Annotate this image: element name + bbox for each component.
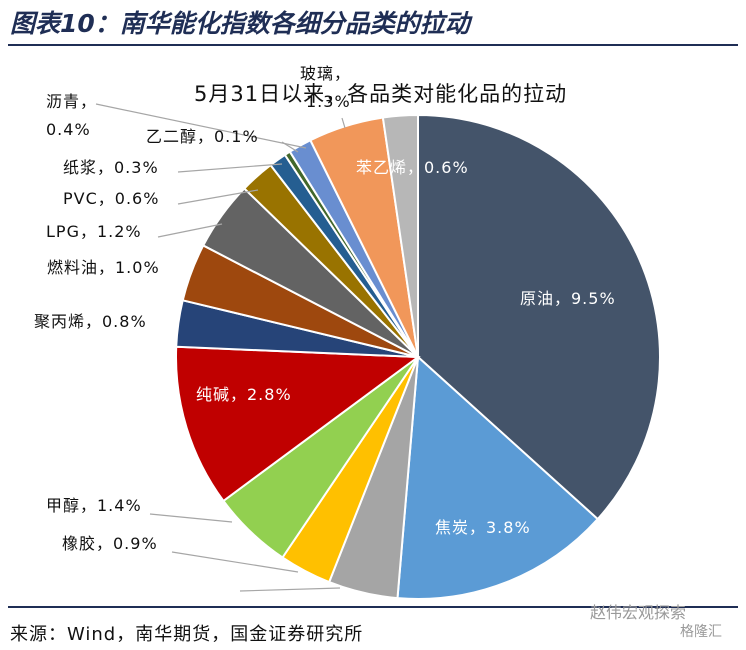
label-0: 原油，9.5% <box>520 289 616 308</box>
watermark: 赵伟宏观探索 格隆汇 <box>590 603 742 641</box>
leader-line-2 <box>239 587 341 592</box>
outside-label-10-0: 玻璃， <box>300 64 351 83</box>
leader-line-10 <box>341 117 346 129</box>
outside-label-0-0: 甲醇，1.4% <box>46 496 142 515</box>
outside-label-9-0: 沥青， <box>46 92 97 111</box>
watermark-brand: 赵伟宏观探索 <box>590 603 687 622</box>
outside-label-7-0: 纸浆，0.3% <box>63 158 159 177</box>
leader-line-5 <box>157 223 223 238</box>
outside-label-1-0: 橡胶，0.9% <box>62 534 158 553</box>
outside-label-3-0: 聚丙烯，0.8% <box>34 312 147 331</box>
pie-slice-- <box>396 354 600 600</box>
leader-line-9 <box>95 103 307 149</box>
label-1: 焦炭，3.8% <box>435 518 531 537</box>
watermark-site: 格隆汇 <box>680 624 722 640</box>
outside-label-5-0: LPG，1.2% <box>46 222 142 241</box>
outside-label-9-1: 0.4% <box>46 120 91 139</box>
footer-rule <box>8 606 738 608</box>
outside-label-8-0: 乙二醇，0.1% <box>146 127 259 146</box>
pie-slice-- <box>417 113 661 521</box>
outside-label-10-1: 1.3% <box>306 92 351 111</box>
leader-line-7 <box>177 163 283 173</box>
source-note: 来源：Wind，南华期货，国金证券研究所 <box>10 624 364 645</box>
pie-slices <box>175 113 661 600</box>
label-5: 纯碱，2.8% <box>196 385 292 404</box>
outside-label-4-0: 燃料油，1.0% <box>47 258 160 277</box>
leader-line-0 <box>149 513 233 523</box>
leader-line-1 <box>171 551 299 573</box>
outside-label-6-0: PVC，0.6% <box>63 189 159 208</box>
leader-line-6 <box>177 189 259 205</box>
chart-title: 5月31日以来，各品类对能化品的拉动 <box>194 82 567 106</box>
page-title: 图表10：南华能化指数各细分品类的拉动 <box>10 9 470 38</box>
pie-slice-- <box>175 345 421 503</box>
leader-lines <box>95 103 346 592</box>
label-14: 苯乙烯，0.6% <box>356 158 469 177</box>
slice-labels: 原油，9.5% 焦炭，3.8% 纯碱，2.8% 苯乙烯，0.6% 甲醇，1.4% 橡胶，0… <box>34 64 616 553</box>
pie-slice-- <box>381 113 419 358</box>
title-rule <box>8 44 738 46</box>
